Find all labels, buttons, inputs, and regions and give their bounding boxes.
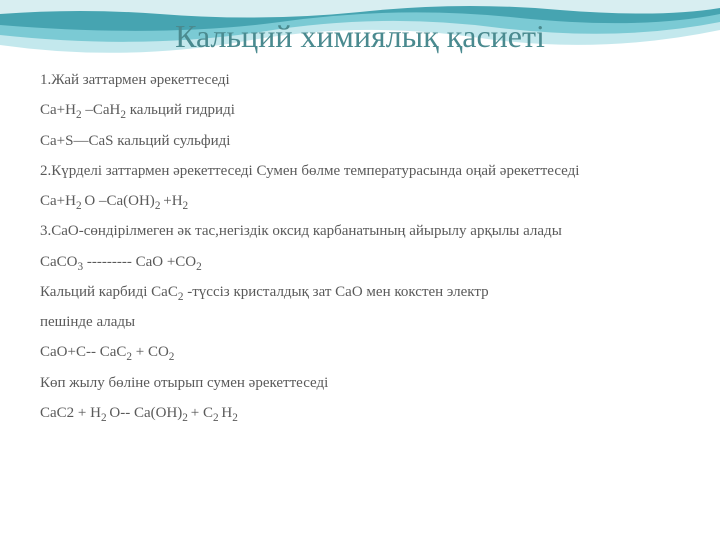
body-line: Са+Н2 О –Са(ОН)2 +Н2 bbox=[40, 190, 680, 213]
body-line: Кальций карбиді СаС2 -түссіз кристалдық … bbox=[40, 281, 680, 304]
body-line: Са+Н2 –СаН2 кальций гидриді bbox=[40, 99, 680, 122]
slide-title: Кальций химиялық қасиеті bbox=[40, 18, 680, 55]
body-line: СаС2 + Н2 О-- Са(ОН)2 + С2 Н2 bbox=[40, 402, 680, 425]
body-text-container: 1.Жай заттармен әрекеттеседі Са+Н2 –СаН2 … bbox=[40, 69, 680, 425]
body-line: 2.Күрделі заттармен әрекеттеседі Сумен б… bbox=[40, 160, 680, 183]
body-line: 1.Жай заттармен әрекеттеседі bbox=[40, 69, 680, 92]
body-line: пешінде алады bbox=[40, 311, 680, 334]
body-line: Са+S—СаS кальций сульфиді bbox=[40, 130, 680, 153]
body-line: Көп жылу бөліне отырып сумен әрекеттесед… bbox=[40, 372, 680, 395]
body-line: СаО+С-- СаС2 + СО2 bbox=[40, 341, 680, 364]
slide-content: Кальций химиялық қасиеті 1.Жай заттармен… bbox=[0, 0, 720, 540]
body-line: СаСО3 --------- СаО +СО2 bbox=[40, 251, 680, 274]
body-line: 3.CаO-сөндірілмеген әк тас,негіздік окси… bbox=[40, 220, 680, 243]
